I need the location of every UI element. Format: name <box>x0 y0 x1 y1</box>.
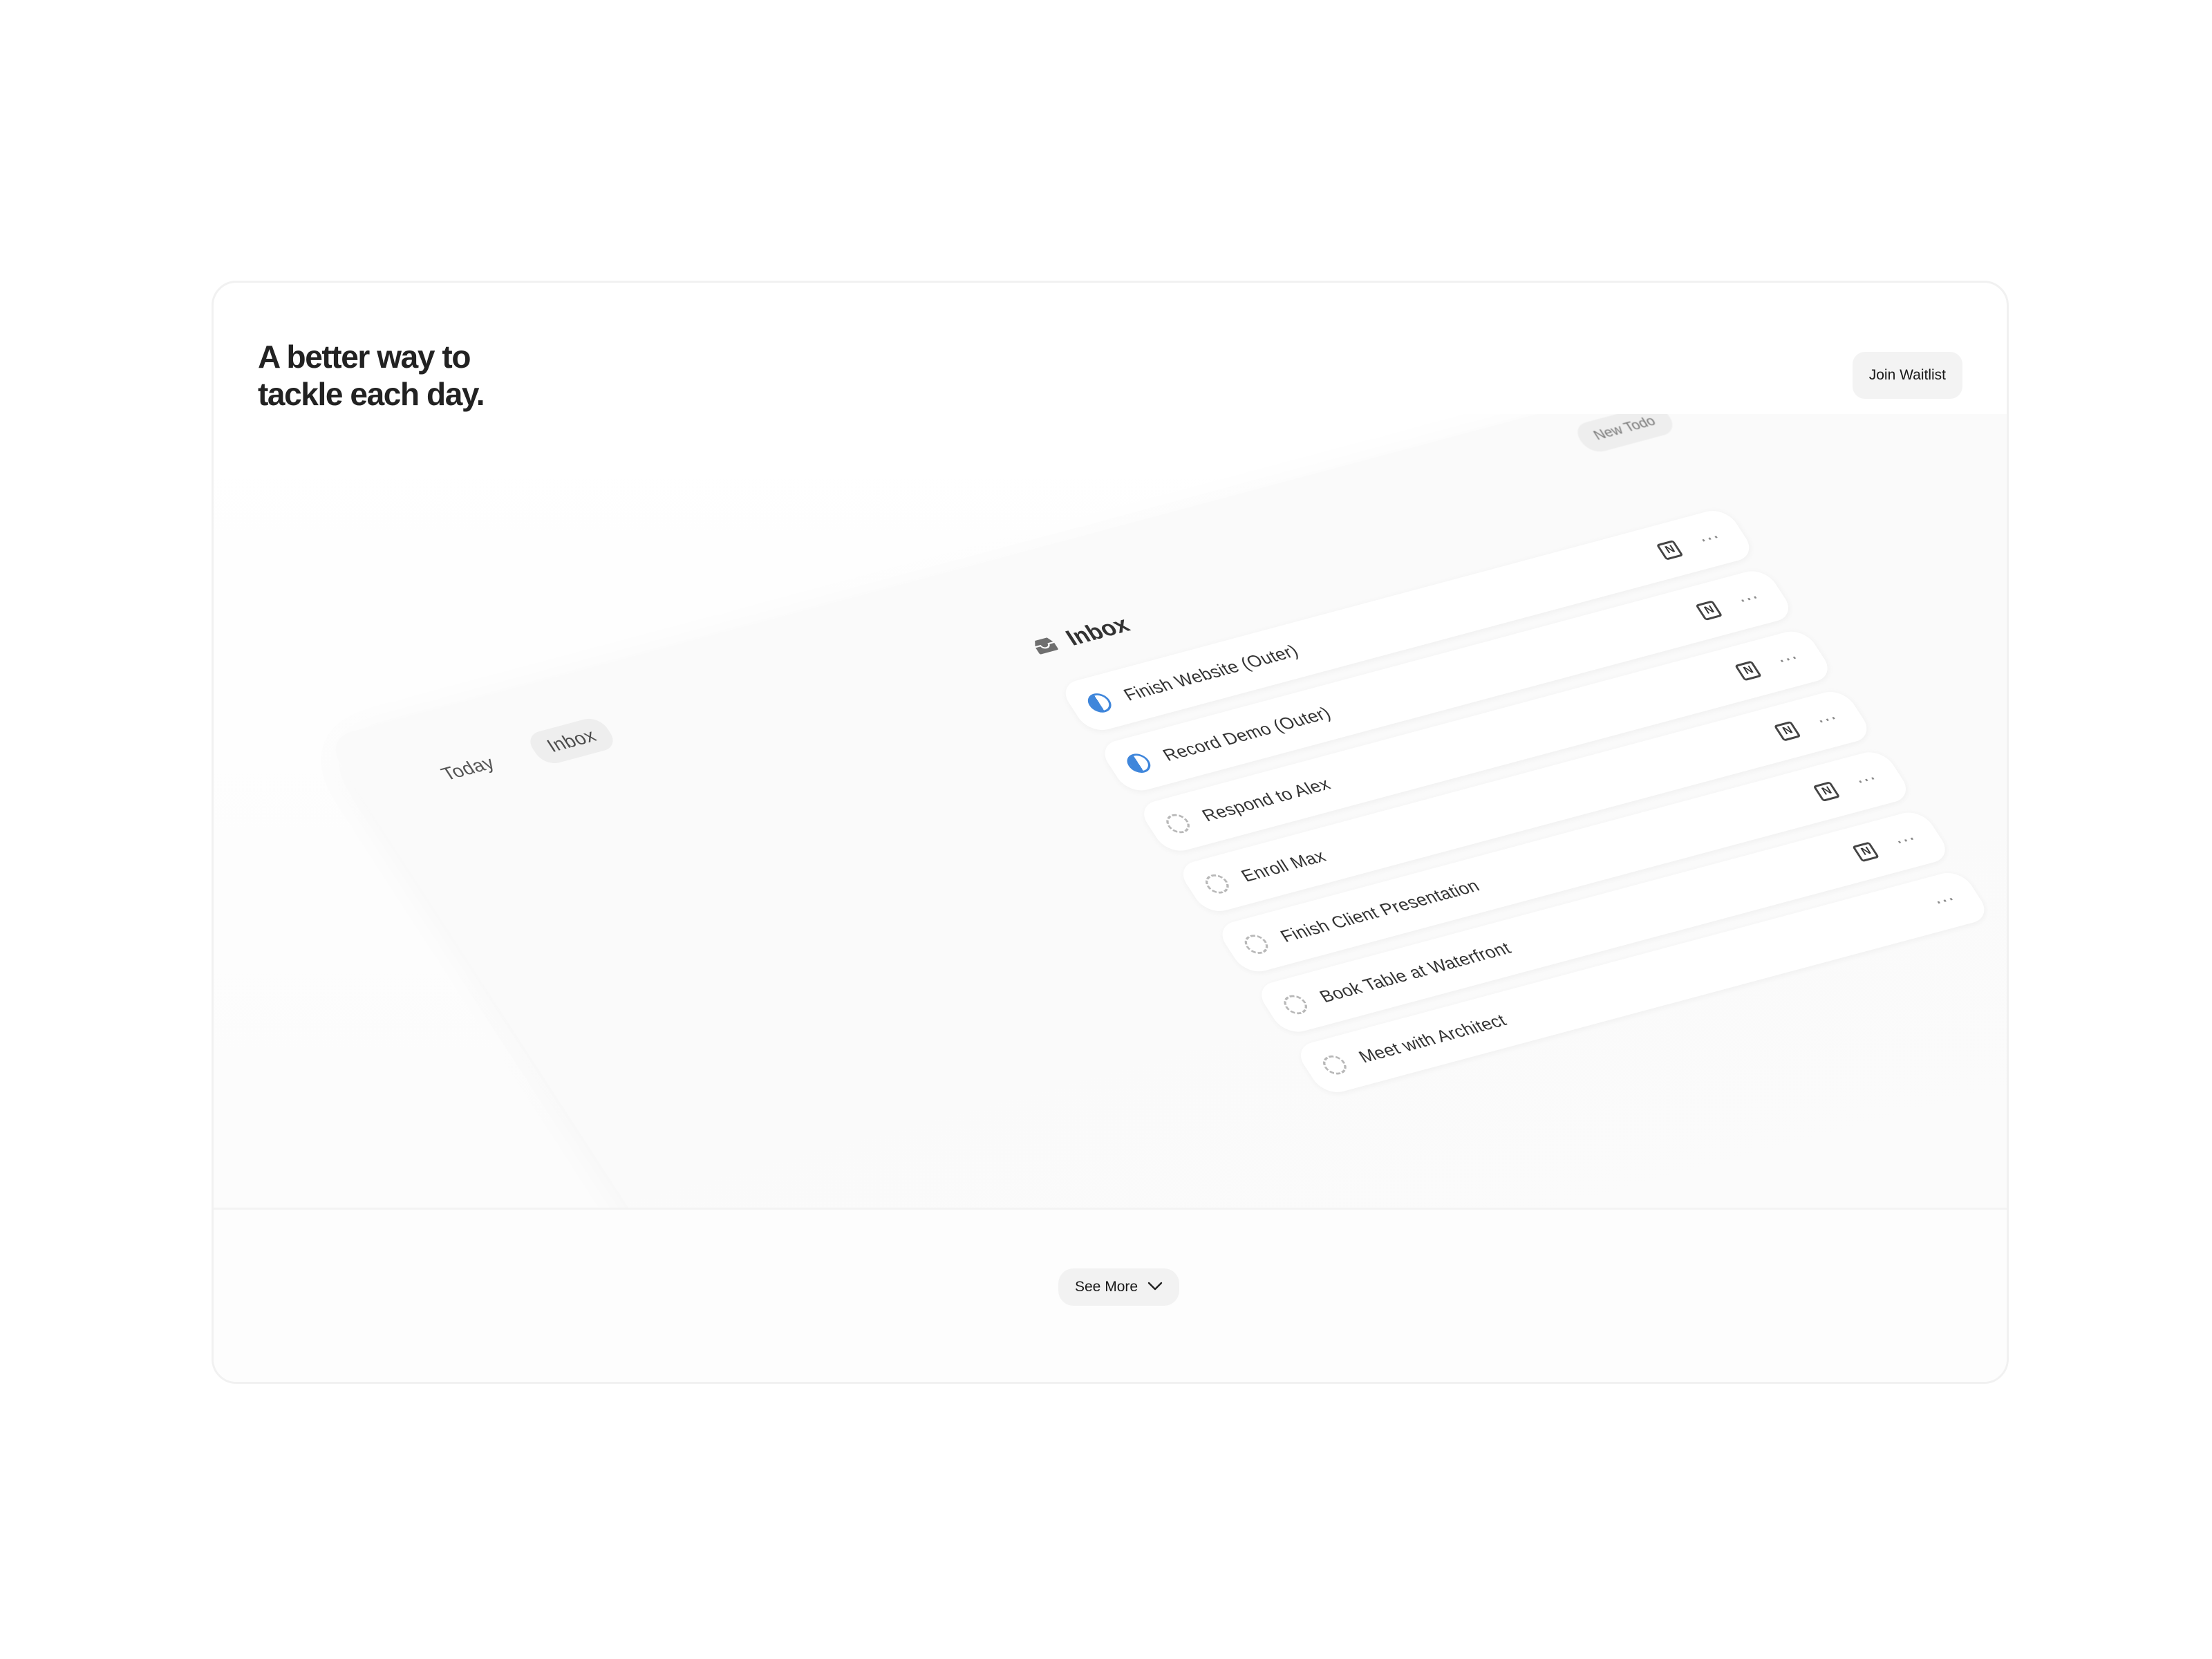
more-horizontal-icon[interactable]: ··· <box>1695 527 1726 551</box>
inbox-header: Inbox <box>1026 612 1134 660</box>
more-horizontal-icon[interactable]: ··· <box>1891 829 1922 853</box>
headline-line-2: tackle each day. <box>258 376 485 412</box>
inbox-title: Inbox <box>1060 611 1134 650</box>
todo-label: Respond to Alex <box>1198 774 1334 825</box>
todo-list: Finish Website (Outer) ··· Record Demo (… <box>1058 506 2000 1108</box>
inbox-tray-icon <box>1029 635 1062 657</box>
dashed-circle-icon[interactable] <box>1240 932 1273 957</box>
chevron-down-icon <box>1147 1279 1163 1295</box>
more-horizontal-icon[interactable]: ··· <box>1852 769 1883 793</box>
app-sidebar-nav: Today Inbox <box>419 715 619 795</box>
see-more-button[interactable]: See More <box>1058 1268 1180 1306</box>
todo-label: Finish Website (Outer) <box>1120 641 1302 704</box>
dashed-circle-icon[interactable] <box>1162 812 1194 836</box>
todo-actions: ··· <box>1685 572 1775 637</box>
half-circle-progress-icon[interactable] <box>1083 691 1116 715</box>
join-waitlist-button[interactable]: Join Waitlist <box>1852 352 1962 399</box>
dashed-circle-icon[interactable] <box>1280 993 1312 1017</box>
more-horizontal-icon[interactable]: ··· <box>1774 648 1805 672</box>
todo-label: Record Demo (Outer) <box>1159 703 1335 765</box>
more-horizontal-icon[interactable]: ··· <box>1734 588 1765 612</box>
footer-divider <box>214 1208 2007 1210</box>
notion-icon[interactable] <box>1656 539 1684 561</box>
notion-icon[interactable] <box>1695 600 1723 621</box>
todo-actions: ··· <box>1920 874 1971 928</box>
notion-icon[interactable] <box>1852 841 1880 863</box>
hero-headline: A better way to tackle each day. <box>258 338 645 413</box>
notion-icon[interactable] <box>1773 720 1801 742</box>
todo-actions: ··· <box>1763 693 1853 758</box>
todo-actions: ··· <box>1841 814 1932 879</box>
half-circle-progress-icon[interactable] <box>1123 751 1155 776</box>
see-more-label: See More <box>1075 1279 1138 1295</box>
more-horizontal-icon[interactable]: ··· <box>1930 890 1961 913</box>
nav-item-inbox[interactable]: Inbox <box>524 715 619 767</box>
notion-icon[interactable] <box>1734 660 1763 682</box>
headline-line-1: A better way to <box>258 339 471 375</box>
todo-actions: ··· <box>1645 512 1736 577</box>
todo-label: Enroll Max <box>1237 846 1330 885</box>
new-todo-button[interactable]: New Todo <box>1571 414 1679 456</box>
dashed-circle-icon[interactable] <box>1318 1053 1351 1077</box>
dashed-circle-icon[interactable] <box>1201 872 1233 896</box>
hero-card: A better way to tackle each day. Join Wa… <box>212 281 2009 1384</box>
app-window-perspective: Today Inbox New Todo Inbox Finish Websit… <box>324 414 2007 1208</box>
more-horizontal-icon[interactable]: ··· <box>1812 709 1844 732</box>
notion-icon[interactable] <box>1812 781 1841 802</box>
todo-label: Meet with Architect <box>1355 1011 1510 1067</box>
todo-actions: ··· <box>1724 633 1815 697</box>
app-preview: Today Inbox New Todo Inbox Finish Websit… <box>214 414 2007 1208</box>
todo-actions: ··· <box>1802 753 1893 818</box>
nav-item-today[interactable]: Today <box>437 752 499 785</box>
